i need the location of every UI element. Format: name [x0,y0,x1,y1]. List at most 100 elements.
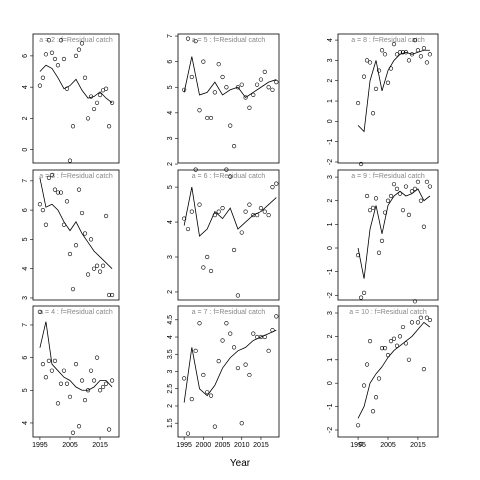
point [251,92,256,98]
point [412,299,418,304]
point [427,52,433,57]
point [55,190,61,195]
point [55,401,61,406]
y-tick-label: 4 [327,38,334,42]
point [367,208,373,213]
point [201,372,206,378]
smooth-line [357,49,430,133]
y-tick-label: 1 [327,99,334,103]
point [258,205,264,211]
point [228,174,233,179]
point [55,63,61,68]
panel-frame [32,305,120,438]
point [103,213,109,219]
point [418,315,424,320]
point [193,39,198,44]
panel-title: a = 5 : f=Residual catch [192,37,266,44]
y-tick-label: 2 [167,404,174,408]
y-tick-label: 7 [22,323,29,327]
point [243,209,248,214]
point [201,265,206,270]
point [216,359,221,364]
y-tick-label: 5 [22,237,29,241]
point [258,77,264,82]
point [61,56,67,62]
point [82,397,88,403]
point [182,87,187,92]
y-tick-label: 5 [22,388,29,392]
point [361,74,367,79]
y-tick-label: 2 [22,116,29,120]
y-tick-label: 0 [327,119,334,123]
point [61,222,67,227]
x-tick-label: 1995 [32,442,48,449]
point [373,196,379,201]
point [418,198,424,203]
smooth-line [39,177,113,269]
point [391,42,397,47]
y-tick-label: 3 [327,58,334,62]
point [220,338,225,343]
point [367,338,373,344]
point [370,205,376,210]
point [212,424,217,429]
point [397,191,403,196]
point [421,46,427,51]
smooth-line [39,64,113,104]
point [67,158,73,163]
point [88,94,94,99]
point [358,441,364,447]
panel-frame [32,33,120,164]
y-tick-label: 4 [22,85,29,89]
point [40,208,46,213]
point [424,179,430,184]
point [109,100,115,105]
y-tick-label: 4 [22,267,29,271]
x-tick-label: 2005 [62,442,78,449]
point [409,320,415,325]
point [106,427,112,432]
point [70,124,76,129]
point [424,60,430,65]
point [224,85,229,90]
point [46,38,52,43]
point [76,47,82,52]
point [373,86,379,91]
point [231,144,237,149]
y-tick-label: 4 [167,111,174,115]
x-tick-label: 2015 [253,442,269,449]
point [185,226,191,232]
point [37,83,43,88]
point [243,362,248,367]
point [382,52,388,57]
point [409,52,415,57]
point [379,238,385,244]
panel-frame [337,169,439,301]
point [231,345,237,350]
point [397,334,403,339]
point [400,324,406,330]
point [415,48,421,53]
smooth-line [39,321,113,391]
point [64,86,70,91]
panel-frame [32,169,120,301]
point [412,37,418,43]
point [46,175,52,181]
point [403,184,409,189]
point [400,50,406,55]
point [355,423,361,428]
point [212,212,217,218]
point [49,368,55,373]
point [247,105,252,110]
point [43,52,49,57]
point [58,190,64,195]
point [364,362,370,367]
x-tick-label: 1995 [176,442,192,449]
point [266,85,271,90]
point [58,38,64,43]
point [251,331,256,336]
point [235,85,241,90]
point [266,212,271,218]
point [100,263,106,268]
